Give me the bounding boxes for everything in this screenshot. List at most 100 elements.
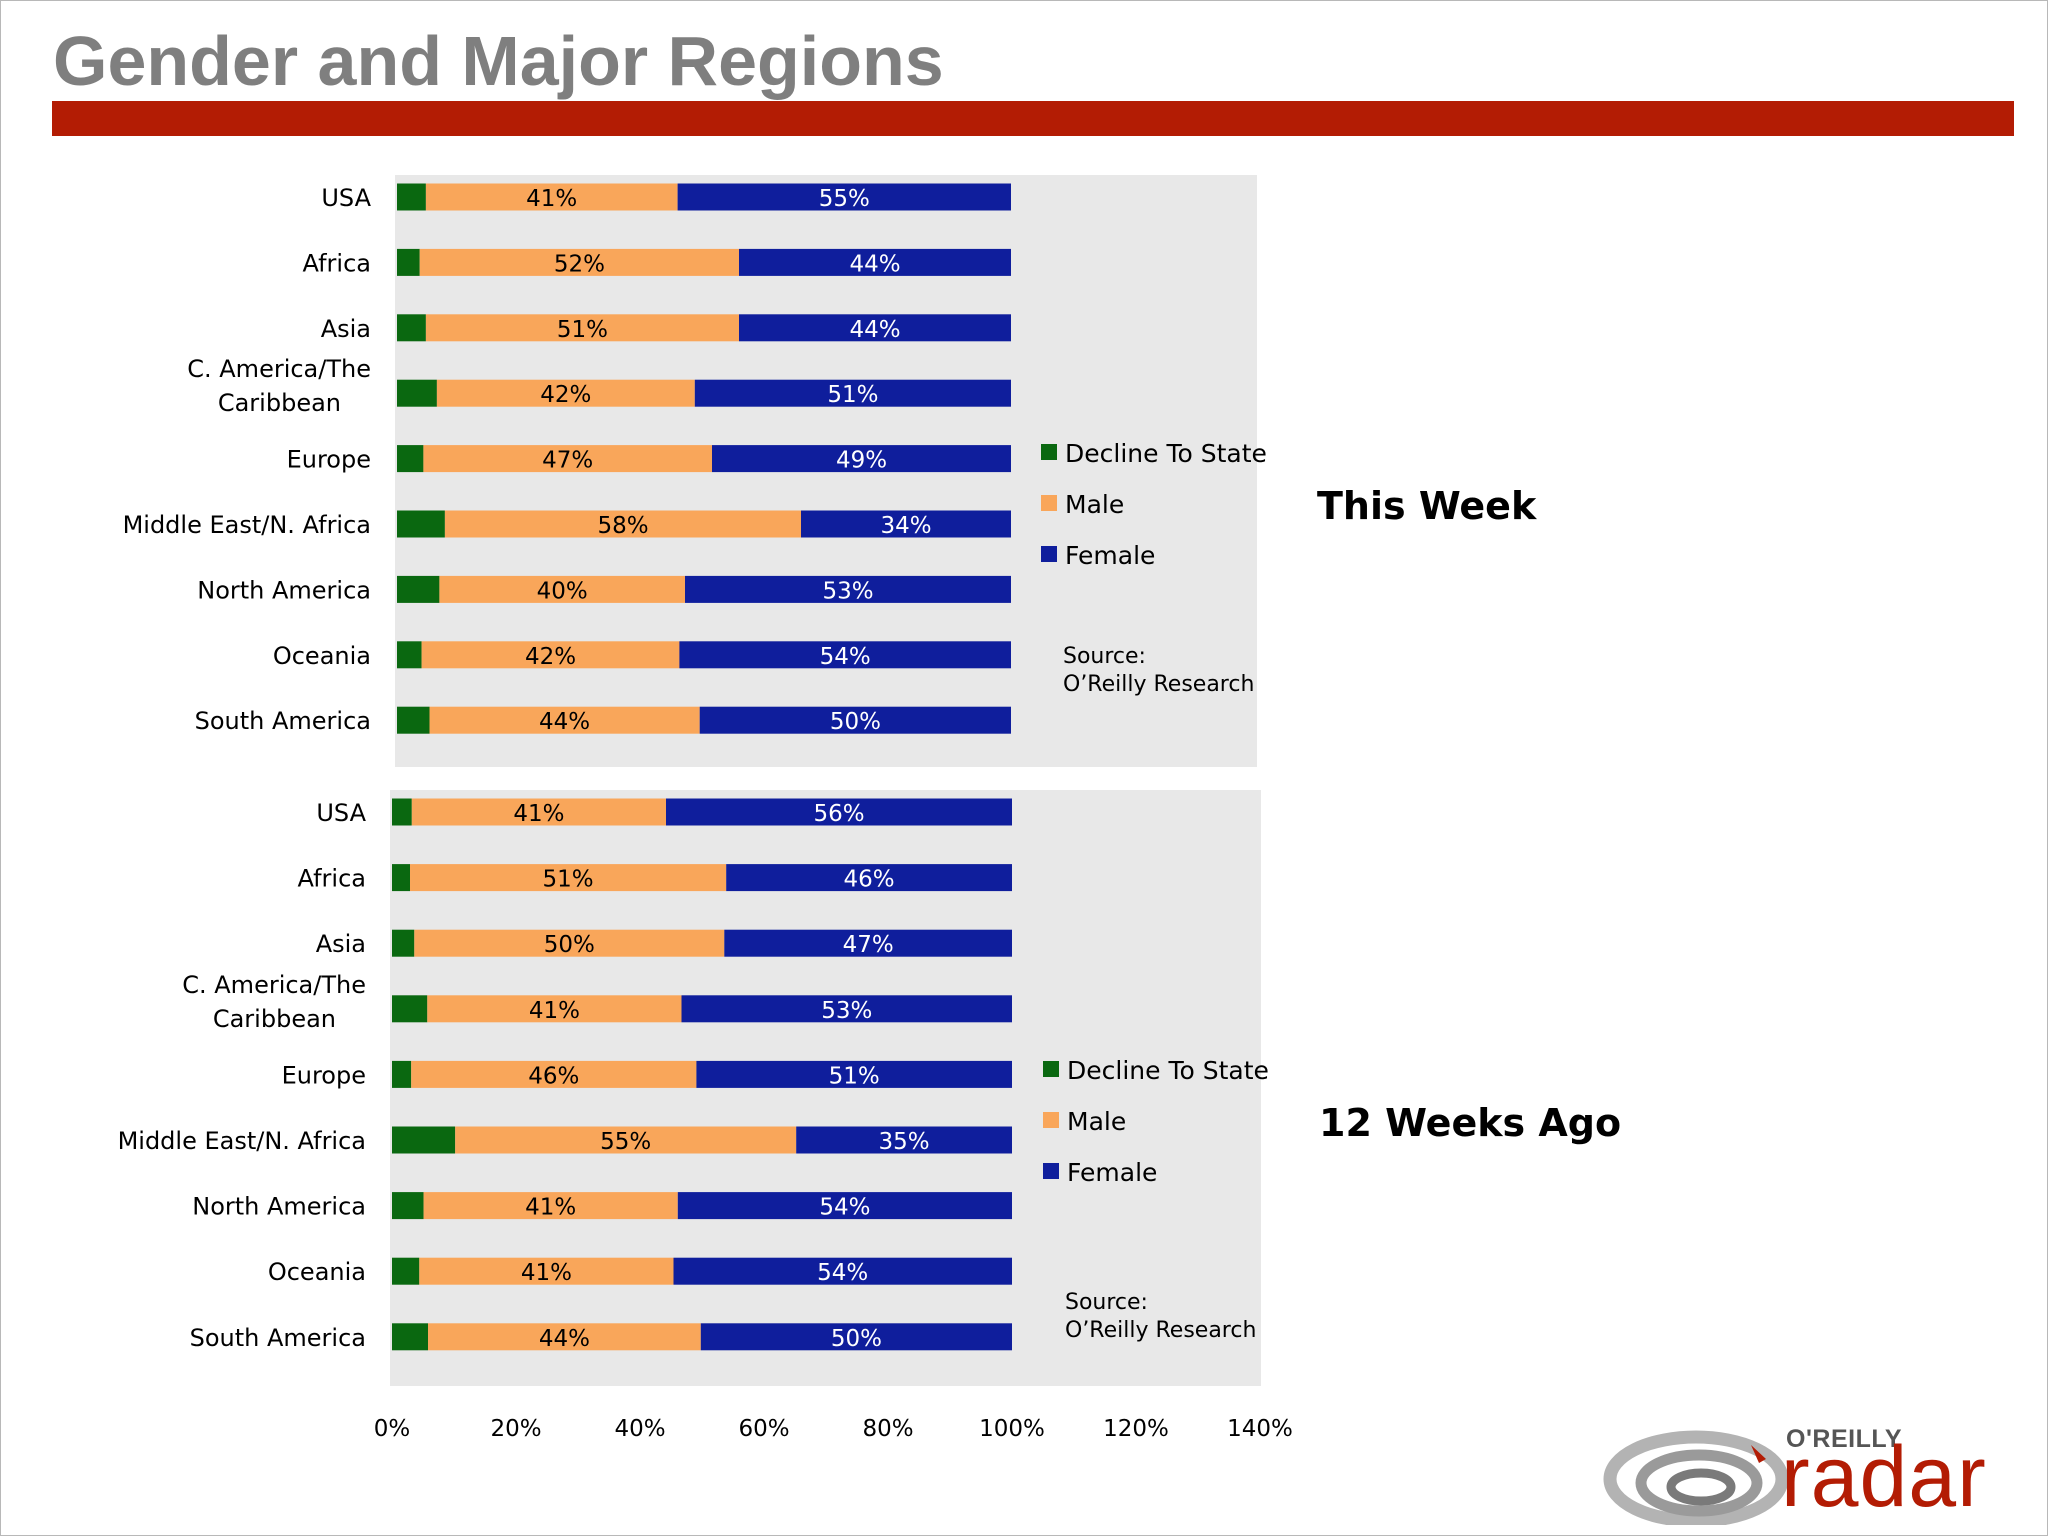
bar-segment-decline-to-state — [392, 1060, 412, 1088]
category-label: Asia — [321, 315, 371, 343]
data-label: 47% — [542, 448, 593, 474]
legend-label: Male — [1067, 1107, 1126, 1136]
bar-segment-decline-to-state — [392, 798, 412, 826]
chart-title-this-week: This Week — [1317, 484, 1537, 528]
bar-segment-decline-to-state — [397, 641, 422, 669]
bar-segment-decline-to-state — [392, 929, 415, 957]
bar-segment-female — [724, 929, 1012, 957]
oreilly-radar-logo: O'REILLY radar — [1601, 1417, 2031, 1528]
bar-segment-male — [414, 929, 725, 957]
data-label: 42% — [525, 644, 576, 670]
bar-segment-male — [439, 575, 685, 603]
x-tick-label: 120% — [1103, 1416, 1169, 1442]
category-label: C. America/The Caribbean — [187, 355, 371, 417]
bar-segment-decline-to-state — [397, 379, 437, 407]
bar-segment-female — [677, 1192, 1012, 1220]
bar-segment-female — [801, 510, 1011, 538]
bar-segment-male — [444, 510, 801, 538]
data-label: 47% — [843, 932, 894, 958]
data-label: 50% — [830, 709, 881, 735]
data-label: 51% — [827, 382, 878, 408]
bar-segment-female — [673, 1257, 1012, 1285]
x-tick-label: 80% — [862, 1416, 913, 1442]
bar-segment-male — [455, 1126, 797, 1154]
bar-segment-decline-to-state — [392, 995, 428, 1023]
legend-swatch-female — [1043, 1163, 1059, 1179]
bar-segment-decline-to-state — [392, 1126, 456, 1154]
data-label: 40% — [537, 578, 588, 604]
category-label: Asia — [316, 930, 366, 958]
legend-swatch-female — [1041, 546, 1057, 562]
data-label: 58% — [597, 513, 648, 539]
x-tick-label: 40% — [614, 1416, 665, 1442]
logo-brand-text: O'REILLY — [1786, 1425, 1902, 1453]
data-label: 46% — [844, 867, 895, 893]
data-label: 41% — [513, 801, 564, 827]
category-label: North America — [197, 576, 371, 604]
bar-segment-decline-to-state — [397, 183, 426, 211]
source-label: Source: — [1063, 644, 1146, 669]
legend-label: Decline To State — [1067, 1056, 1269, 1085]
legend-label: Male — [1065, 490, 1124, 519]
source-label: O’Reilly Research — [1065, 1318, 1256, 1343]
bar-segment-female — [699, 706, 1011, 734]
x-tick-label: 0% — [374, 1416, 411, 1442]
bar-segment-female — [685, 575, 1011, 603]
category-label: Africa — [303, 249, 371, 277]
data-label: 49% — [836, 448, 887, 474]
data-label: 46% — [528, 1063, 579, 1089]
data-label: 55% — [819, 186, 870, 212]
bar-segment-male — [410, 864, 727, 892]
category-label: C. America/The Caribbean — [182, 971, 366, 1033]
page-title: Gender and Major Regions — [53, 22, 944, 100]
legend-swatch-male — [1041, 495, 1057, 511]
data-label: 44% — [539, 1326, 590, 1352]
chart-title-12-weeks-ago: 12 Weeks Ago — [1319, 1101, 1621, 1145]
data-label: 34% — [880, 513, 931, 539]
data-label: 44% — [849, 317, 900, 343]
bar-segment-decline-to-state — [397, 248, 420, 276]
bar-segment-decline-to-state — [392, 864, 410, 892]
data-label: 50% — [544, 932, 595, 958]
data-label: 56% — [813, 801, 864, 827]
bar-segment-female — [696, 1060, 1012, 1088]
category-label: South America — [195, 707, 371, 735]
bar-segment-decline-to-state — [392, 1192, 424, 1220]
data-label: 54% — [817, 1260, 868, 1286]
category-label: Africa — [298, 865, 366, 893]
bar-segment-female — [796, 1126, 1012, 1154]
data-label: 55% — [600, 1129, 651, 1155]
bar-segment-male — [421, 641, 680, 669]
bar-segment-male — [419, 1257, 674, 1285]
data-label: 52% — [554, 251, 605, 277]
bar-segment-male — [429, 706, 700, 734]
bar-segment-decline-to-state — [397, 314, 426, 342]
category-label: Europe — [282, 1061, 366, 1089]
category-label: Middle East/N. Africa — [118, 1127, 366, 1155]
legend-swatch-decline-to-state — [1043, 1061, 1059, 1077]
bar-segment-male — [436, 379, 695, 407]
legend-label: Female — [1065, 541, 1155, 570]
source-label: Source: — [1065, 1290, 1148, 1315]
data-label: 35% — [879, 1129, 930, 1155]
x-tick-label: 100% — [979, 1416, 1045, 1442]
data-label: 51% — [543, 867, 594, 893]
data-label: 51% — [829, 1063, 880, 1089]
data-label: 51% — [557, 317, 608, 343]
title-rule — [52, 101, 2014, 136]
bar-segment-decline-to-state — [397, 510, 445, 538]
legend-swatch-male — [1043, 1112, 1059, 1128]
bar-segment-decline-to-state — [392, 1257, 420, 1285]
bar-segment-male — [427, 995, 682, 1023]
bar-segment-female — [677, 183, 1011, 211]
bar-segment-male — [425, 183, 678, 211]
category-label: North America — [192, 1193, 366, 1221]
legend-label: Female — [1067, 1158, 1157, 1187]
bar-segment-female — [726, 864, 1012, 892]
category-label: USA — [316, 799, 366, 827]
data-label: 53% — [822, 578, 873, 604]
category-label: South America — [190, 1324, 366, 1352]
data-label: 41% — [526, 186, 577, 212]
source-label: O’Reilly Research — [1063, 672, 1254, 697]
